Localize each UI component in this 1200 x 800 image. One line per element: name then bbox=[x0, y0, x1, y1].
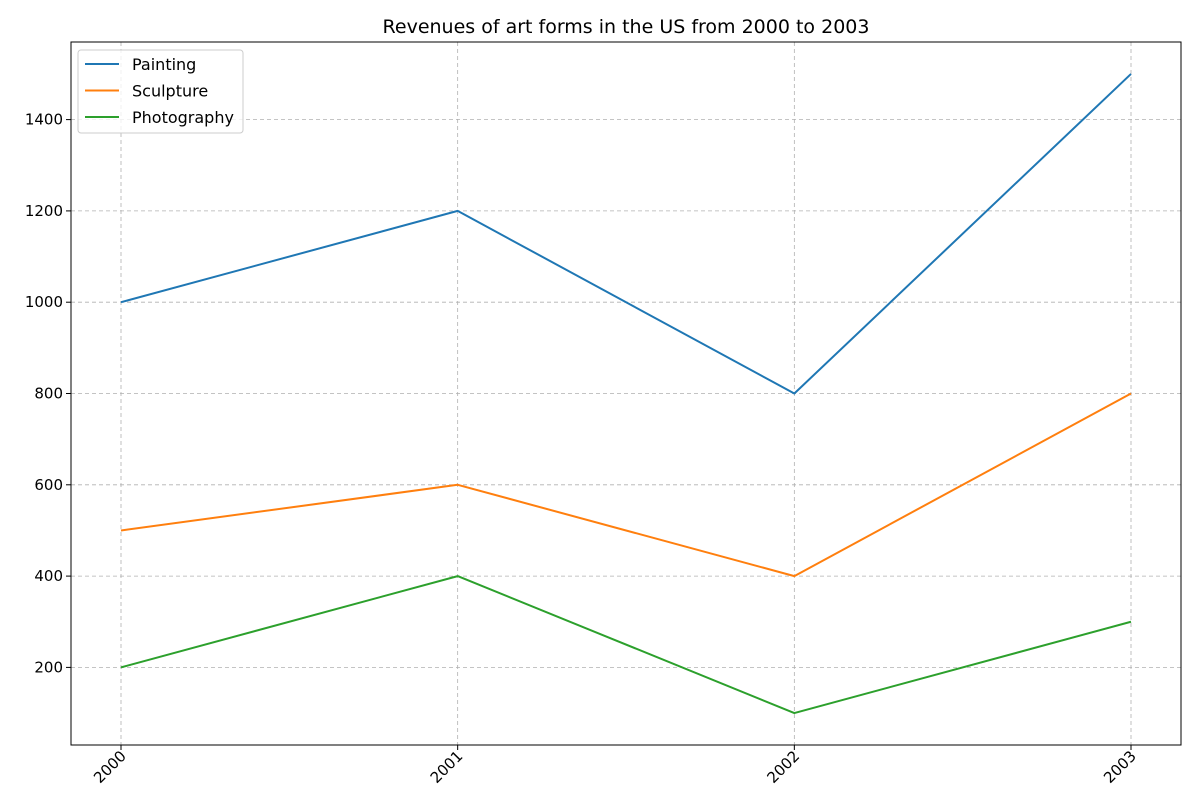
x-tick-label: 2001 bbox=[427, 747, 467, 787]
y-tick-label: 600 bbox=[34, 476, 63, 494]
series-lines bbox=[120, 73, 1132, 715]
y-tick-label: 400 bbox=[34, 567, 63, 585]
legend-label-sculpture: Sculpture bbox=[132, 82, 208, 101]
legend: Painting Sculpture Photography bbox=[77, 49, 244, 134]
y-tick-label: 800 bbox=[34, 385, 63, 403]
legend-label-painting: Painting bbox=[132, 55, 196, 74]
series-line-photography bbox=[120, 575, 1132, 715]
y-tick-label: 1000 bbox=[25, 293, 63, 311]
legend-label-photography: Photography bbox=[132, 108, 234, 127]
grid bbox=[71, 42, 1181, 745]
legend-box bbox=[77, 49, 244, 134]
x-tick-label: 2000 bbox=[90, 747, 130, 787]
series-line-sculpture bbox=[120, 392, 1132, 578]
x-axis: 2000 2001 2002 2003 bbox=[90, 745, 1140, 787]
y-axis: 200 400 600 800 1000 1200 1400 bbox=[25, 111, 71, 676]
x-tick-label: 2003 bbox=[1100, 747, 1140, 787]
x-tick-label: 2002 bbox=[763, 747, 803, 787]
chart-title: Revenues of art forms in the US from 200… bbox=[383, 16, 870, 38]
y-tick-label: 200 bbox=[34, 658, 63, 676]
series-line-painting bbox=[120, 73, 1132, 395]
y-tick-label: 1400 bbox=[25, 111, 63, 129]
y-tick-label: 1200 bbox=[25, 202, 63, 220]
